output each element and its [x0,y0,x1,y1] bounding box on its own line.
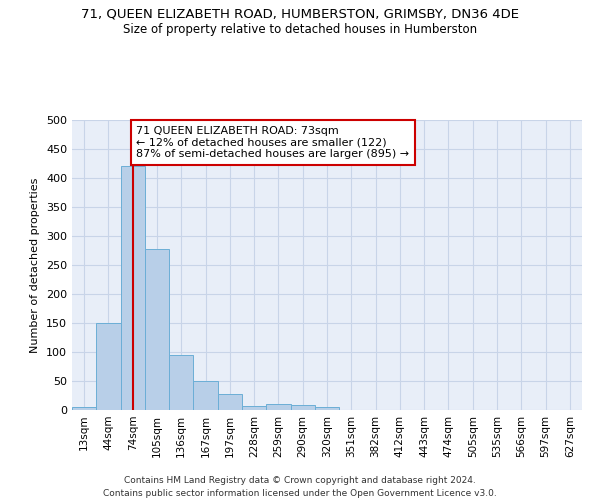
Text: 71, QUEEN ELIZABETH ROAD, HUMBERSTON, GRIMSBY, DN36 4DE: 71, QUEEN ELIZABETH ROAD, HUMBERSTON, GR… [81,8,519,20]
Bar [266,404,290,410]
Bar [242,406,266,410]
Bar [96,323,121,410]
Bar [121,166,145,410]
Bar [193,381,218,410]
Text: 71 QUEEN ELIZABETH ROAD: 73sqm
← 12% of detached houses are smaller (122)
87% of: 71 QUEEN ELIZABETH ROAD: 73sqm ← 12% of … [136,126,409,159]
Y-axis label: Number of detached properties: Number of detached properties [31,178,40,352]
Text: Contains HM Land Registry data © Crown copyright and database right 2024.
Contai: Contains HM Land Registry data © Crown c… [103,476,497,498]
Bar [169,355,193,410]
Bar [315,407,339,410]
Bar [72,406,96,410]
Bar [145,249,169,410]
Bar [218,394,242,410]
Text: Size of property relative to detached houses in Humberston: Size of property relative to detached ho… [123,22,477,36]
Bar [290,406,315,410]
